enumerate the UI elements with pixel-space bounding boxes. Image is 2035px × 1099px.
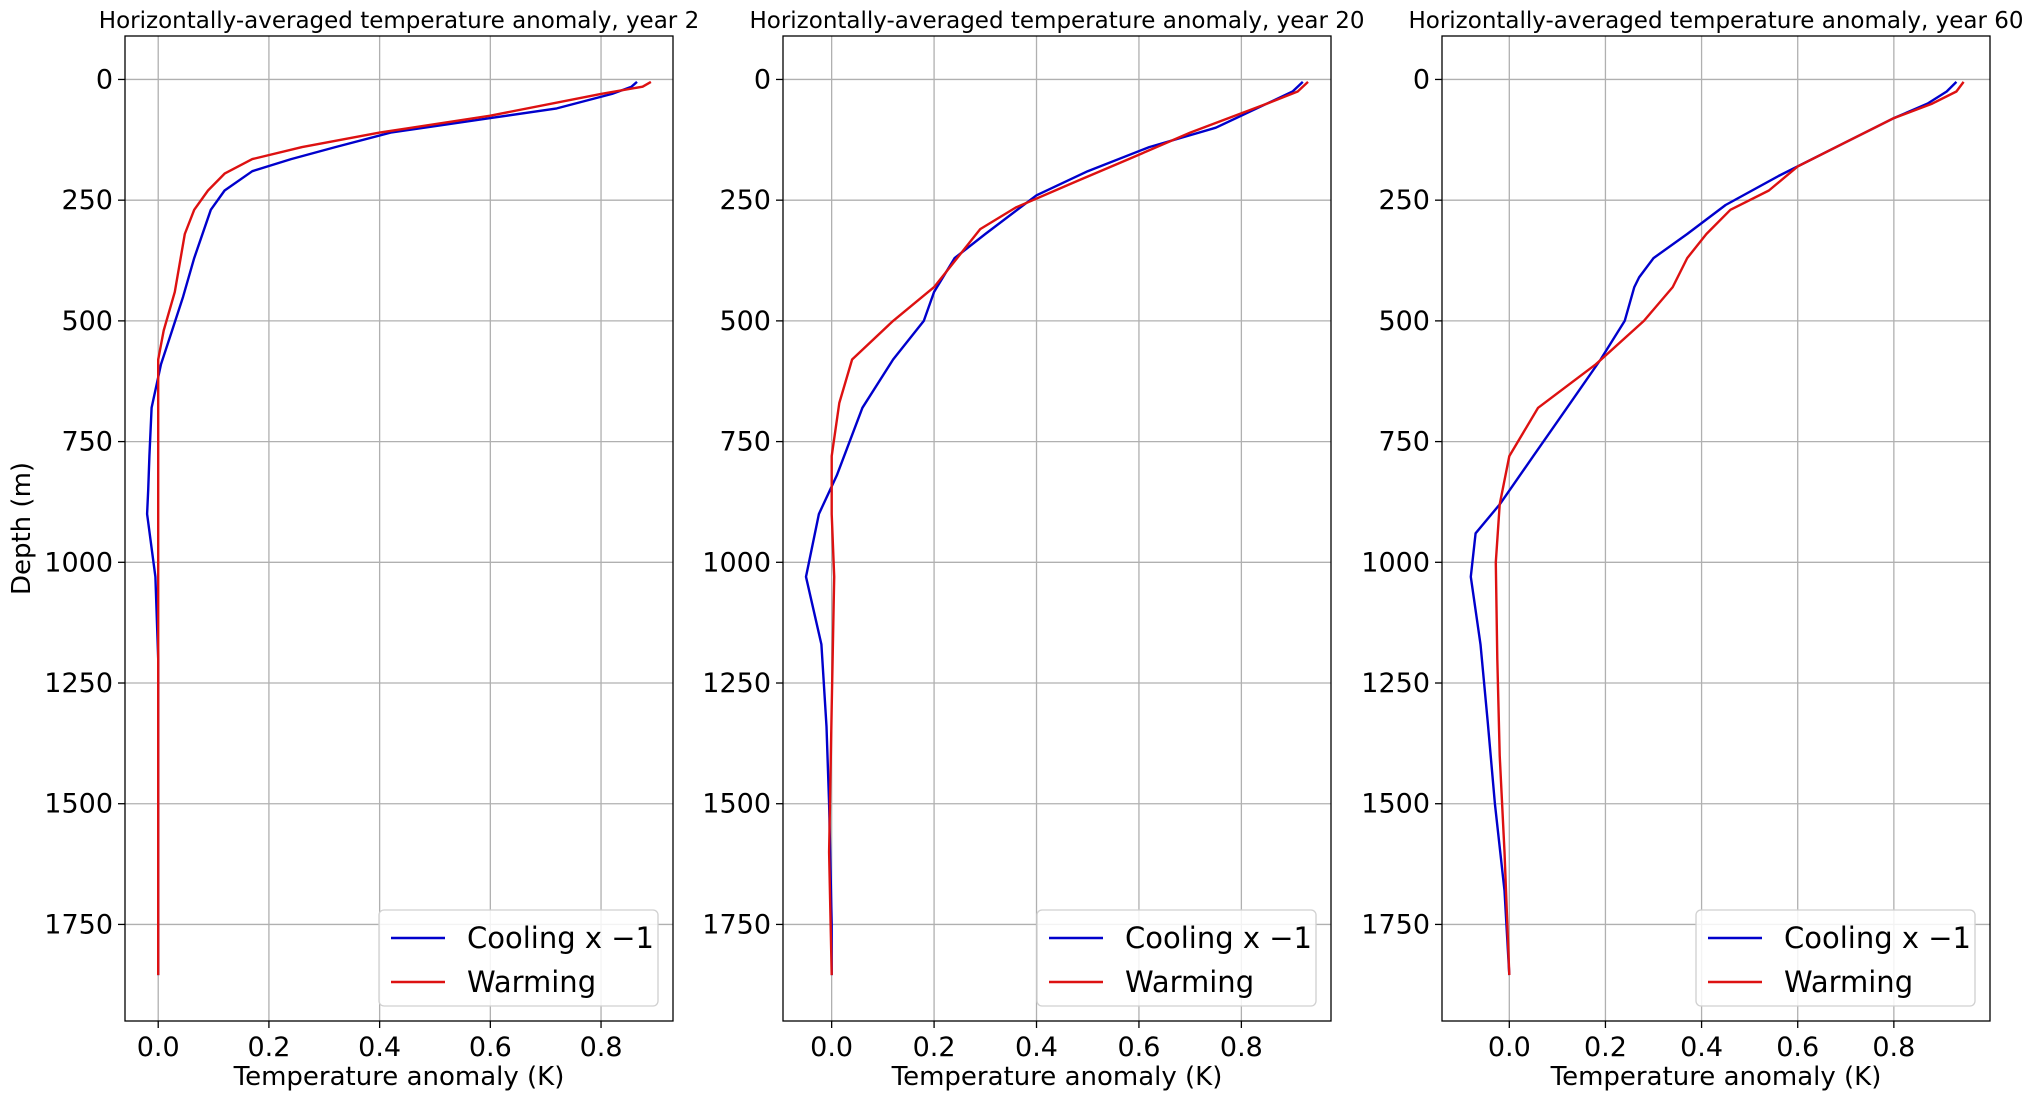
chart-title: Horizontally-averaged temperature anomal… [749, 8, 1364, 34]
legend-label-cooling: Cooling x −1 [1784, 921, 1971, 955]
legend: Cooling x −1 Warming [1036, 909, 1317, 1007]
legend-box [1036, 909, 1317, 1007]
y-tick-label: 1000 [1361, 547, 1430, 578]
x-tick-label: 0.6 [1776, 1032, 1819, 1063]
plot-frame [782, 35, 1332, 1022]
x-tick-label: 0.2 [1584, 1032, 1627, 1063]
chart-panel-1: 0.0 0.2 0.4 0.6 0.8 0 250 500 750 1000 1250 1500 175… [7, 8, 699, 1092]
x-tick-label: 0.2 [913, 1032, 956, 1063]
series-line-cooling [1469, 81, 1958, 976]
y-tick-label: 1750 [702, 909, 771, 940]
series-line-warming [1494, 81, 1965, 976]
series-line-warming [827, 81, 1309, 976]
plot-frame [1441, 35, 1991, 1022]
y-tick-label: 0 [754, 64, 771, 95]
chart-title: Horizontally-averaged temperature anomal… [1408, 8, 2023, 34]
y-tick-label: 1250 [1361, 668, 1430, 699]
legend-box [378, 909, 659, 1007]
x-tick-label: 0.0 [137, 1032, 180, 1063]
x-axis-label: Temperature anomaly (K) [891, 1062, 1223, 1092]
y-tick-label: 0 [96, 64, 113, 95]
legend-label-warming: Warming [467, 965, 596, 999]
legend: Cooling x −1 Warming [378, 909, 659, 1007]
x-tick-label: 0.8 [1220, 1032, 1263, 1063]
y-tick-label: 1500 [702, 789, 771, 820]
y-tick-label: 250 [1378, 185, 1430, 216]
x-tick-label: 0.6 [469, 1032, 512, 1063]
series-line-warming [156, 80, 652, 976]
y-tick-label: 500 [1378, 306, 1430, 337]
y-tick-label: 1250 [44, 668, 113, 699]
legend-label-warming: Warming [1784, 965, 1913, 999]
legend-box [1695, 909, 1976, 1007]
series-line-cooling [804, 81, 1304, 976]
y-tick-label: 1500 [44, 789, 113, 820]
x-tick-label: 0.8 [580, 1032, 623, 1063]
y-tick-label: 750 [61, 427, 113, 458]
y-axis-label: Depth (m) [7, 462, 37, 595]
x-tick-label: 0.6 [1117, 1032, 1160, 1063]
y-tick-label: 750 [719, 427, 771, 458]
x-tick-label: 0.8 [1872, 1032, 1915, 1063]
y-tick-label: 500 [719, 306, 771, 337]
x-tick-label: 0.0 [1488, 1032, 1531, 1063]
chart-panel-2: 0.0 0.2 0.4 0.6 0.8 0 250 500 750 1000 1250 1500 175… [702, 8, 1364, 1092]
x-tick-label: 0.4 [1680, 1032, 1723, 1063]
chart-panel-3: 0.0 0.2 0.4 0.6 0.8 0 250 500 750 1000 1250 1500 175… [1361, 8, 2023, 1092]
legend-label-warming: Warming [1125, 965, 1254, 999]
y-tick-label: 1000 [702, 547, 771, 578]
y-tick-label: 250 [719, 185, 771, 216]
x-axis-label: Temperature anomaly (K) [1550, 1062, 1882, 1092]
y-tick-label: 1000 [44, 547, 113, 578]
y-tick-label: 1250 [702, 668, 771, 699]
x-tick-label: 0.4 [358, 1032, 401, 1063]
x-tick-label: 0.2 [247, 1032, 290, 1063]
y-tick-label: 1750 [44, 909, 113, 940]
series-line-cooling [145, 80, 638, 976]
y-tick-label: 1500 [1361, 789, 1430, 820]
chart-title: Horizontally-averaged temperature anomal… [99, 8, 699, 34]
y-tick-label: 0 [1413, 64, 1430, 95]
x-tick-label: 0.0 [810, 1032, 853, 1063]
legend-label-cooling: Cooling x −1 [1125, 921, 1312, 955]
y-tick-label: 500 [61, 306, 113, 337]
x-tick-label: 0.4 [1015, 1032, 1058, 1063]
y-tick-label: 1750 [1361, 909, 1430, 940]
plot-frame [124, 35, 674, 1022]
legend: Cooling x −1 Warming [1695, 909, 1976, 1007]
x-axis-label: Temperature anomaly (K) [233, 1062, 565, 1092]
y-tick-label: 250 [61, 185, 113, 216]
legend-label-cooling: Cooling x −1 [467, 921, 654, 955]
y-tick-label: 750 [1378, 427, 1430, 458]
